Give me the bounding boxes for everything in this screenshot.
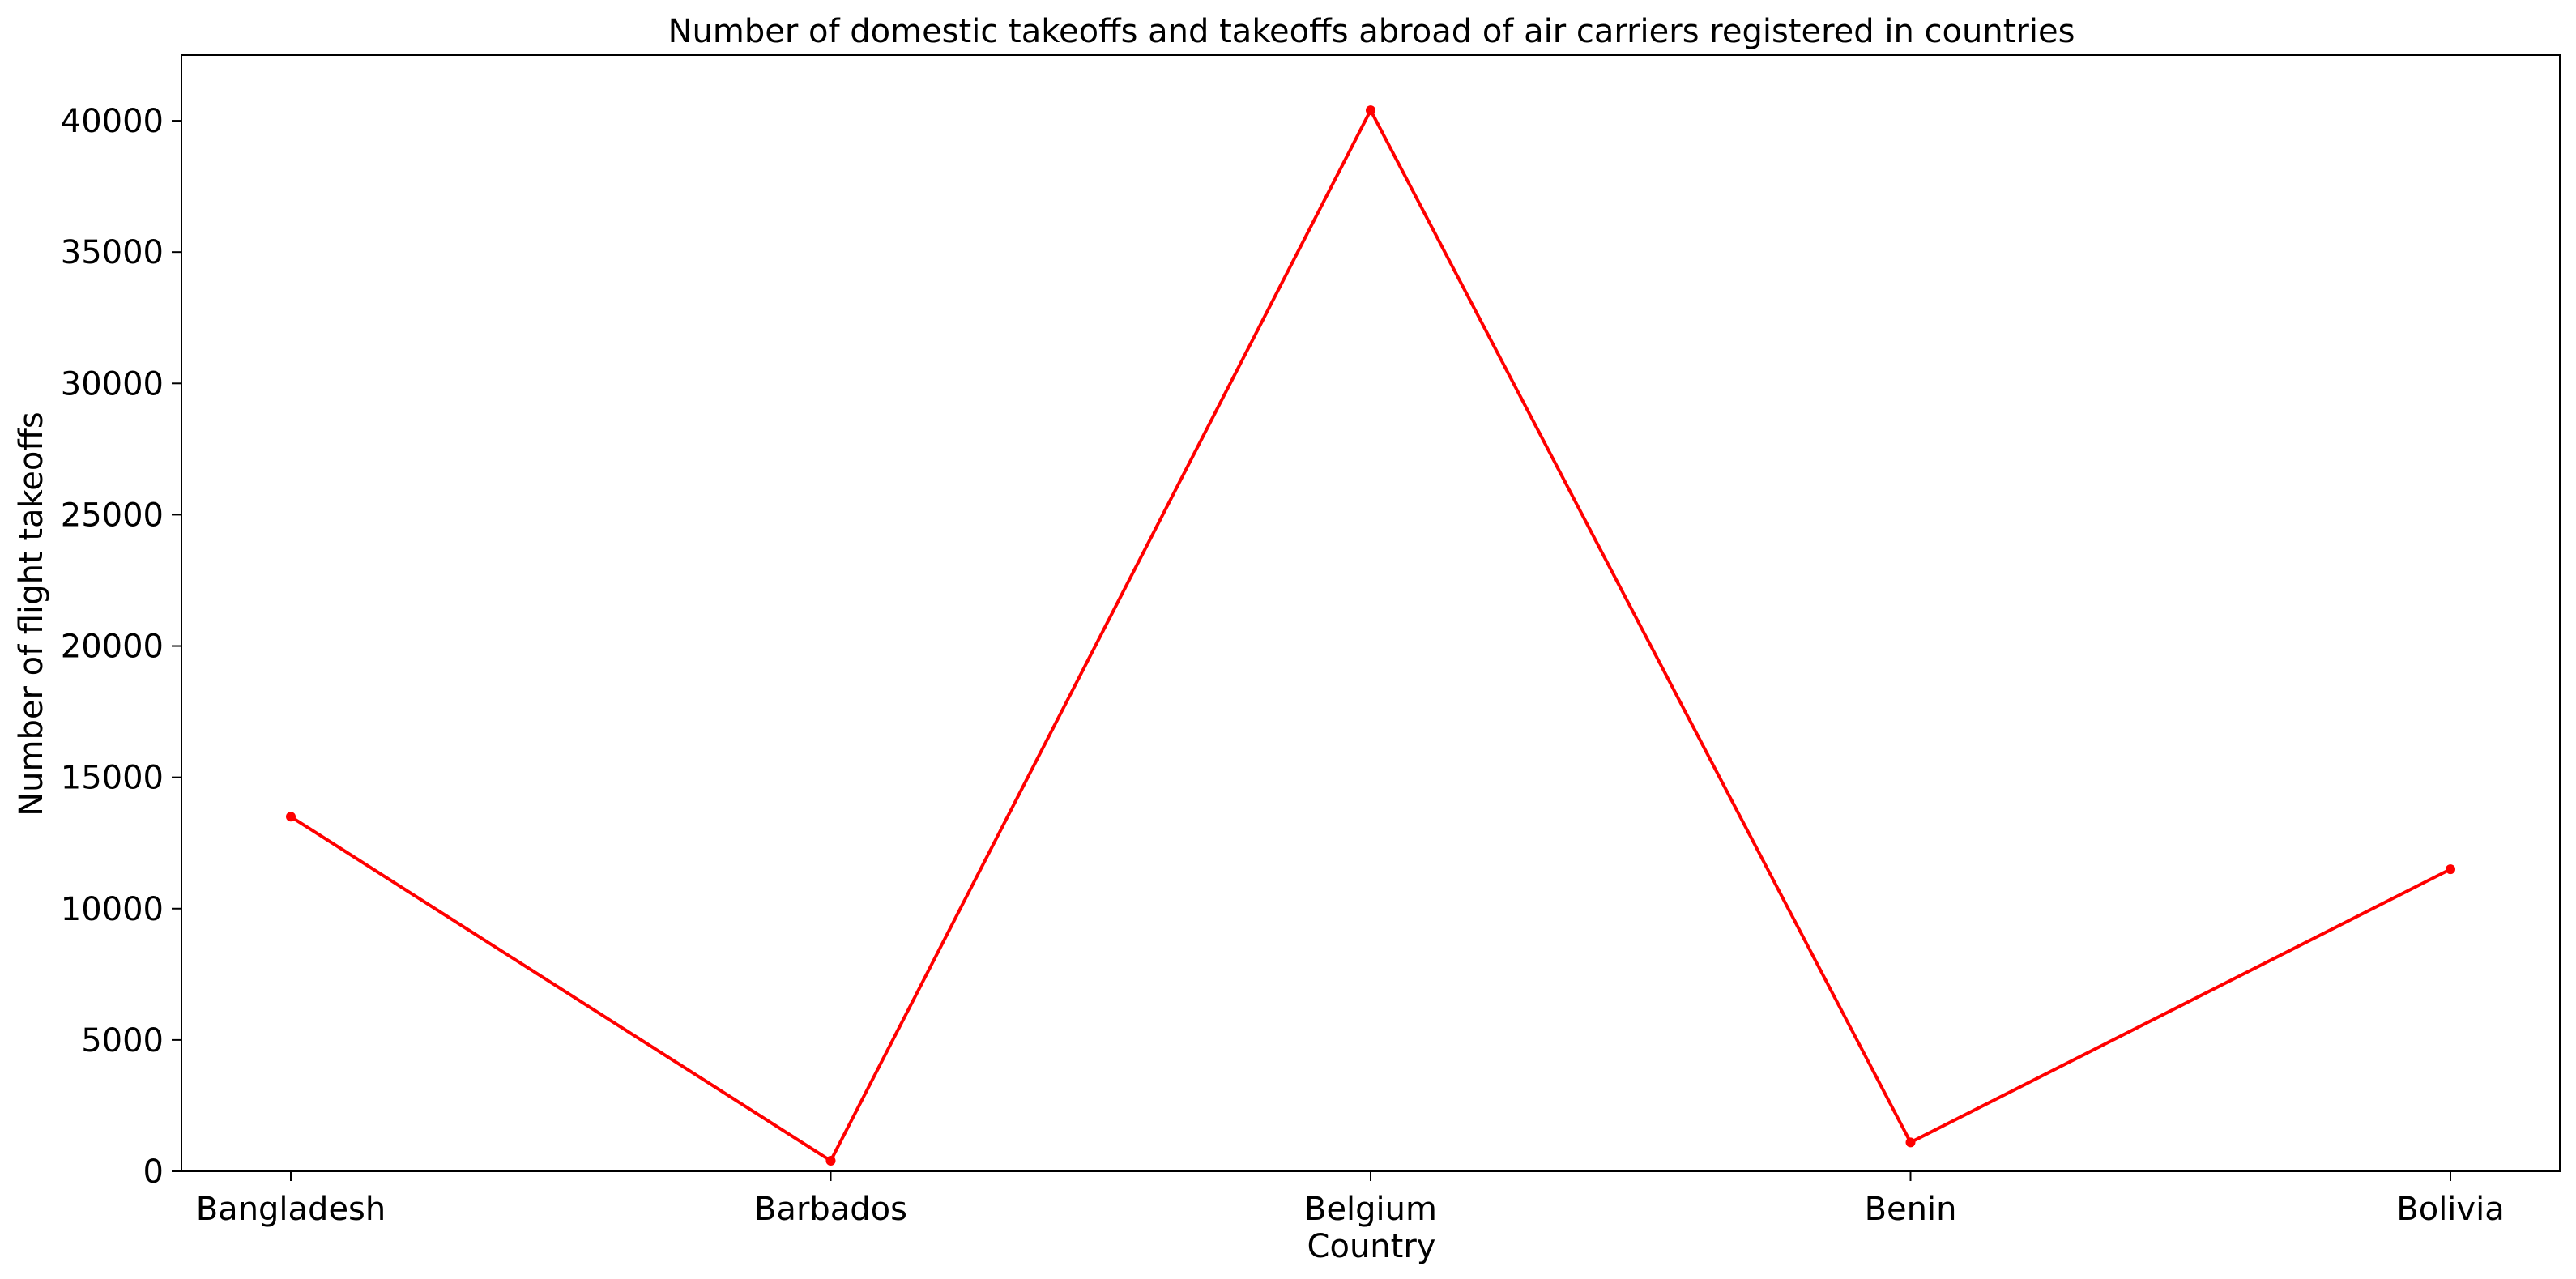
- data-point: [1905, 1137, 1916, 1148]
- x-tick-label: Bangladesh: [196, 1191, 386, 1228]
- y-tick-label: 35000: [61, 234, 164, 271]
- data-point: [1366, 105, 1375, 116]
- y-tick-label: 20000: [61, 629, 164, 666]
- series-line: [289, 109, 2451, 1163]
- data-point: [2446, 864, 2455, 875]
- y-tick-label: 10000: [61, 891, 164, 928]
- x-tick-label: Barbados: [754, 1191, 907, 1228]
- data-point: [286, 812, 296, 822]
- plot-frame: [181, 54, 2561, 1172]
- y-tick-label: 15000: [61, 760, 164, 797]
- x-tick-label: Benin: [1865, 1191, 1957, 1228]
- y-tick-label: 30000: [61, 365, 164, 403]
- x-tick-label: Belgium: [1304, 1191, 1437, 1228]
- plot-area: 0 5000 10000 15000 20000 25000 30000 35000 40000…: [61, 54, 2561, 1228]
- x-tick-label: Bolivia: [2396, 1191, 2504, 1228]
- y-tick-label: 5000: [81, 1022, 164, 1059]
- y-tick-label: 0: [143, 1153, 164, 1191]
- y-tick-label: 25000: [61, 497, 164, 534]
- y-axis-label: Number of flight takeoffs: [13, 411, 50, 816]
- chart-title: Number of domestic takeoffs and takeoffs…: [668, 13, 2075, 50]
- x-axis-label: Country: [1307, 1228, 1436, 1265]
- y-tick-label: 40000: [61, 103, 164, 140]
- data-point: [825, 1156, 836, 1166]
